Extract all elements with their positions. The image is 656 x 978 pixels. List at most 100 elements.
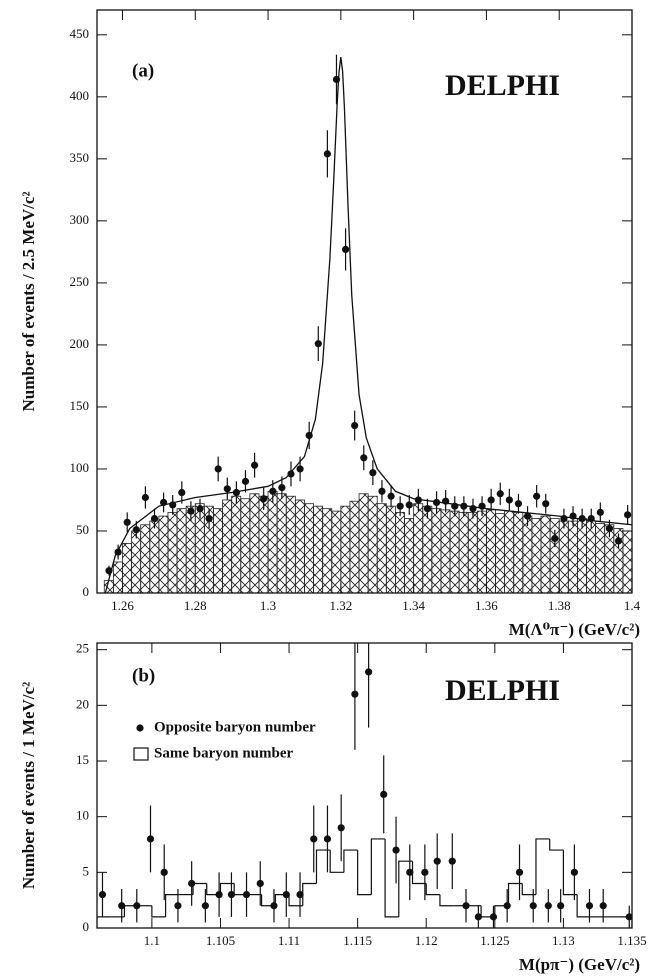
data-point [442, 497, 450, 505]
histogram-step [357, 850, 372, 896]
histogram-bar [458, 511, 469, 593]
x-tick-label: 1.28 [184, 598, 207, 613]
data-point [448, 857, 456, 865]
data-point [323, 835, 332, 843]
data-point [241, 477, 250, 485]
histogram-bar [395, 511, 405, 593]
y-tick-label: 250 [70, 274, 90, 289]
data-point [542, 500, 550, 508]
data-point [387, 492, 395, 500]
data-point [569, 512, 577, 520]
histogram-bar [622, 530, 632, 593]
histogram-bar [376, 503, 387, 593]
histogram-step [576, 894, 591, 918]
annotation: DELPHI [445, 69, 560, 102]
data-point [560, 514, 568, 523]
plot-frame [96, 642, 633, 929]
data-point [433, 857, 441, 865]
data-point [178, 488, 186, 497]
histogram-step [288, 894, 303, 907]
histogram-bar [240, 498, 251, 593]
legend-label: Opposite baryon number [154, 719, 316, 735]
x-tick-label: 1.11 [278, 933, 300, 948]
data-point [529, 902, 537, 910]
histogram-bar [231, 495, 242, 593]
data-point [270, 902, 278, 910]
data-point [489, 913, 498, 921]
histogram-bar [276, 493, 287, 593]
data-point [487, 496, 495, 504]
histogram-bar [140, 524, 151, 593]
data-point [341, 245, 350, 254]
data-point [392, 846, 400, 854]
data-point [605, 524, 614, 533]
data-point [132, 526, 140, 534]
data-point [269, 487, 277, 495]
histogram-bar [449, 510, 460, 593]
annotation: DELPHI [445, 674, 560, 707]
data-point [557, 902, 565, 910]
data-point [523, 512, 532, 520]
plot-area [97, 643, 632, 928]
panel-label: (b) [132, 665, 155, 686]
histogram-step [618, 916, 632, 928]
histogram-bar [431, 508, 442, 593]
data-point [380, 790, 388, 799]
histogram-bar [304, 503, 314, 593]
histogram-bar [495, 513, 506, 593]
histogram-step [370, 838, 386, 895]
data-point [150, 514, 159, 523]
histogram-step [329, 850, 344, 873]
data-point [223, 485, 231, 493]
panel-label: (a) [132, 60, 154, 81]
data-point [296, 891, 304, 899]
x-axis-label: M(pπ⁻) (GeV/c²) [519, 955, 640, 974]
y-tick-label: 300 [70, 212, 90, 227]
x-tick-label: 1.38 [548, 598, 571, 613]
x-tick-label: 1.36 [475, 598, 498, 613]
histogram-bar [249, 493, 260, 593]
data-point [256, 879, 264, 888]
x-tick-label: 1.32 [329, 598, 352, 613]
x-axis-label: M(Λ⁰π⁻) (GeV/c²) [509, 620, 640, 639]
data-point [174, 902, 182, 910]
data-point [624, 511, 632, 519]
data-point [215, 891, 223, 899]
histogram-step [562, 850, 578, 896]
data-point [310, 835, 318, 843]
data-point [227, 891, 236, 899]
data-point [214, 465, 222, 473]
data-point [421, 868, 429, 876]
histogram-step [507, 882, 523, 906]
y-tick-label: 0 [83, 919, 90, 934]
histogram-step [164, 894, 180, 917]
y-tick-label: 400 [70, 88, 90, 103]
data-point [578, 514, 586, 523]
data-point [451, 502, 459, 510]
data-point [514, 500, 523, 508]
data-point [282, 891, 290, 899]
histogram-bar [531, 518, 542, 593]
histogram-step [535, 838, 550, 895]
data-point [551, 534, 559, 543]
data-point [351, 421, 359, 430]
data-point [314, 340, 322, 348]
data-point [585, 902, 594, 910]
histogram-bar [367, 495, 378, 593]
x-tick-label: 1.26 [111, 598, 134, 613]
histogram-bar [558, 520, 569, 593]
histogram-bar [486, 509, 496, 593]
histogram-step [425, 883, 440, 896]
data-point [596, 508, 604, 516]
histogram-bar [158, 515, 169, 593]
plot-area [103, 54, 632, 593]
plot-frame [96, 9, 633, 594]
x-tick-label: 1.4 [624, 598, 641, 613]
fit-curve [104, 57, 632, 593]
histogram-bar [149, 520, 160, 593]
data-point [188, 879, 196, 888]
histogram-bar [285, 495, 296, 593]
histogram-bar [322, 508, 333, 593]
data-point [469, 505, 477, 513]
data-point [460, 502, 468, 510]
